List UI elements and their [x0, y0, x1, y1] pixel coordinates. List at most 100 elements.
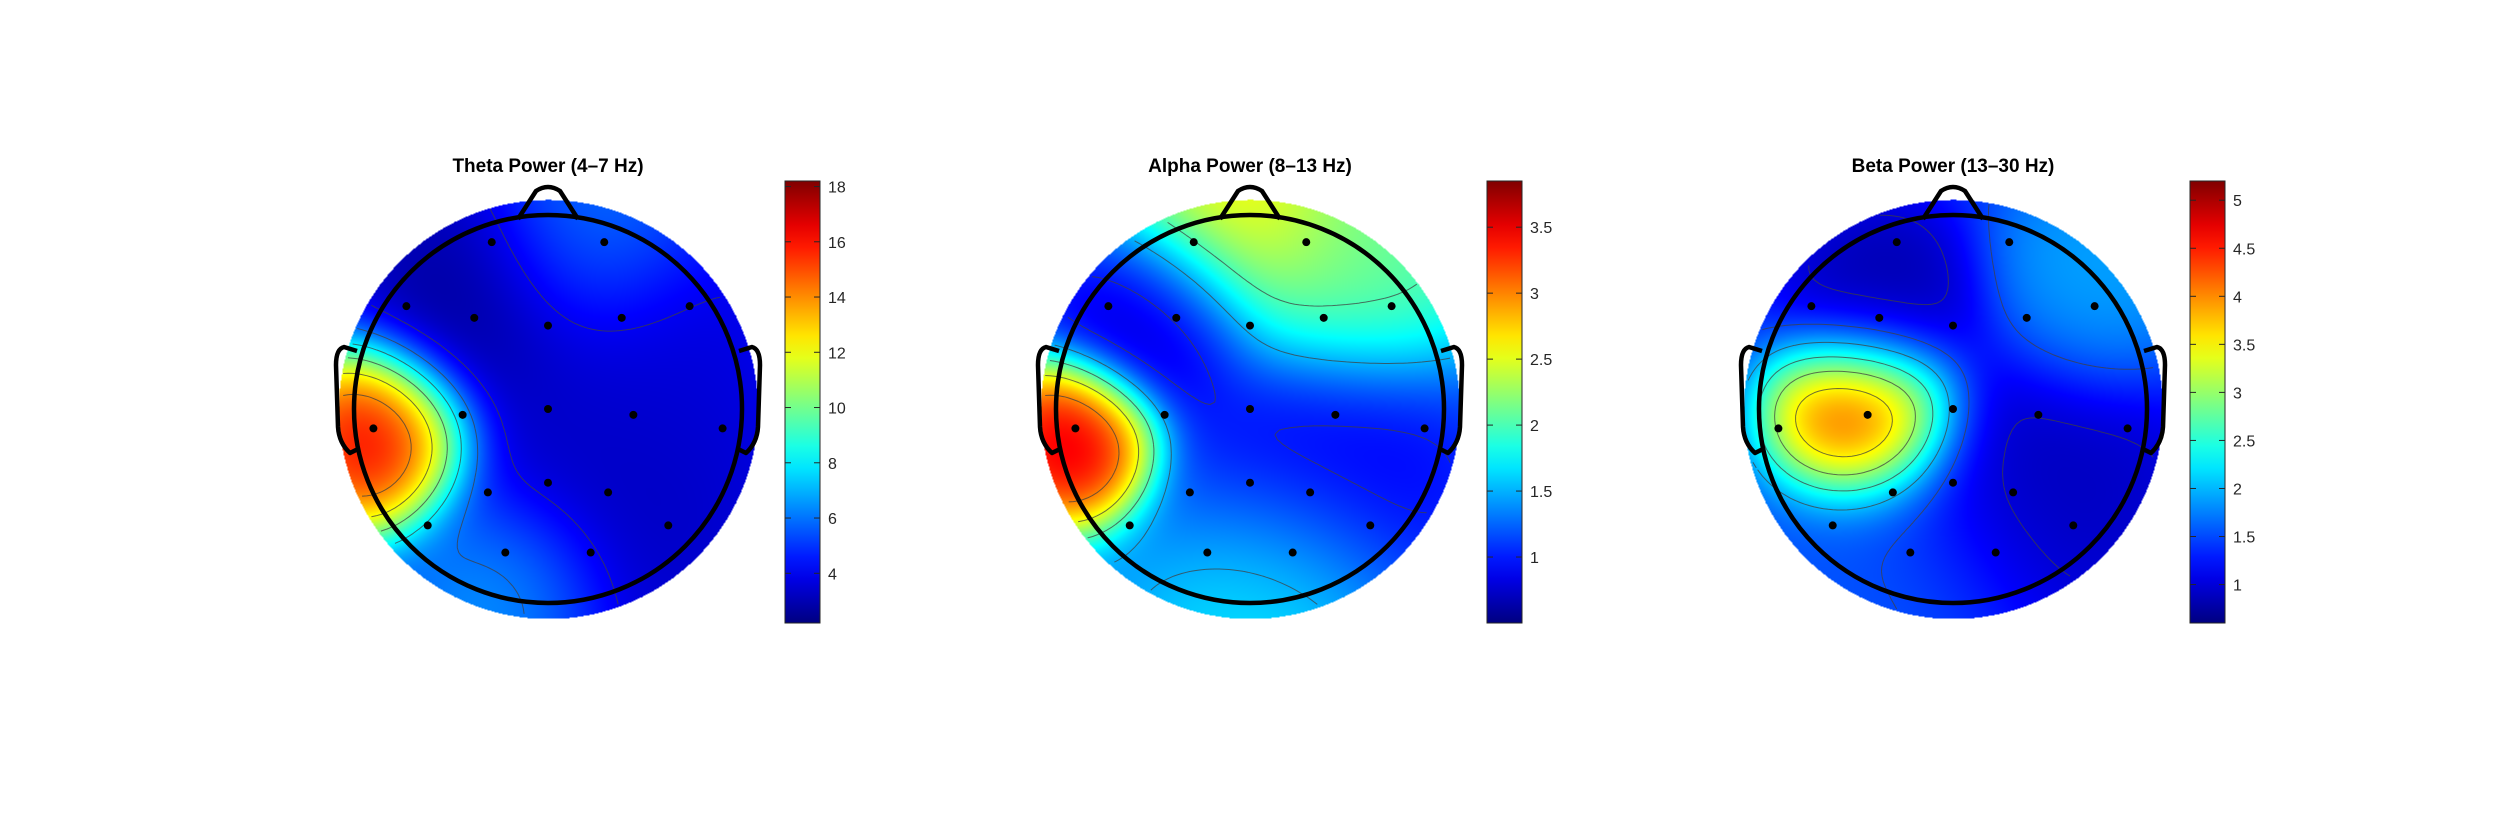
colorbar-gradient — [785, 181, 820, 623]
colorbar-frame — [1486, 180, 1523, 624]
contour-line — [343, 393, 412, 497]
electrode-marker — [604, 488, 613, 497]
electrode-marker — [1246, 405, 1254, 413]
colorbar-tick-label: 2.5 — [2233, 433, 2255, 450]
colorbar-tick-label: 2.5 — [1530, 352, 1552, 369]
panel-title: Alpha Power (8–13 Hz) — [1148, 156, 1352, 177]
electrode-marker — [2034, 410, 2043, 419]
electrode-marker — [470, 313, 479, 322]
right-ear-outline — [736, 344, 763, 456]
colorbar-frame — [2189, 180, 2226, 624]
colorbar-tick-label: 10 — [828, 401, 846, 418]
electrode-marker — [617, 313, 626, 322]
colorbar-tick-label: 1.5 — [2233, 530, 2255, 547]
electrode-marker — [544, 478, 552, 487]
electrode-marker — [2123, 424, 2132, 433]
head-outline — [1053, 212, 1447, 606]
scalp-map — [1035, 184, 1465, 619]
colorbar-tick-label: 3.5 — [2233, 337, 2255, 354]
colorbar-tick-label: 4 — [828, 566, 837, 583]
contour-line — [1049, 221, 1418, 539]
electrode-marker — [1306, 488, 1315, 497]
electrode-marker — [586, 548, 595, 557]
colorbar-tick-label: 4.5 — [2233, 241, 2255, 258]
electrode-marker — [1366, 521, 1375, 530]
nose-outline — [1218, 184, 1282, 221]
topoplot-panel-beta: Beta Power (13–30 Hz) 1 1.5 2 2.5 3 3.5 4 4.5 5 — [1738, 156, 2255, 624]
electrode-marker — [423, 521, 432, 530]
electrode-marker — [501, 548, 510, 557]
colorbar-tick-label: 1 — [2233, 578, 2242, 595]
panel-title: Beta Power (13–30 Hz) — [1852, 156, 2055, 177]
right-ear-outline — [1438, 344, 1465, 456]
electrode-marker — [1185, 488, 1194, 497]
colorbar-tick-label: 12 — [828, 345, 846, 362]
panel-title: Theta Power (4–7 Hz) — [452, 156, 643, 177]
electrode-marker — [1420, 424, 1429, 433]
electrode-marker — [600, 238, 609, 247]
head-outline — [351, 212, 745, 606]
electrode-marker — [1949, 478, 1957, 487]
colorbar-tick-label: 2 — [2233, 481, 2242, 498]
right-ear-outline — [2141, 344, 2168, 456]
colorbar: 1 1.5 2 2.5 3 3.5 4 4.5 5 — [2189, 180, 2255, 624]
contour-line — [1774, 370, 1916, 476]
electrode-marker — [1104, 302, 1113, 311]
colorbar-frame — [784, 180, 821, 624]
electrode-marker — [1203, 548, 1212, 557]
colorbar-tick-label: 16 — [828, 235, 846, 252]
left-ear-outline — [1035, 344, 1062, 456]
electrode-marker — [1387, 302, 1396, 311]
electrode-marker — [1807, 302, 1816, 311]
colorbar-tick-label: 3 — [1530, 286, 1539, 303]
contour-line — [1067, 276, 1451, 514]
electrode-marker — [1288, 548, 1297, 557]
colorbar-tick-label: 6 — [828, 511, 837, 528]
head-outline — [1756, 212, 2150, 606]
electrode-marker — [544, 321, 552, 330]
colorbar-tick-label: 1 — [1530, 550, 1539, 567]
electrode-marker — [1892, 238, 1901, 247]
electrode-marker — [2005, 238, 2014, 247]
electrode-marker — [1863, 410, 1872, 419]
electrode-marker — [1246, 321, 1254, 330]
left-ear-outline — [333, 344, 360, 456]
colorbar-gradient — [1487, 181, 1522, 623]
electrode-marker — [1160, 410, 1169, 419]
colorbar-tick-label: 4 — [2233, 289, 2242, 306]
electrode-marker — [1888, 488, 1897, 497]
colorbar-tick-label: 3.5 — [1530, 220, 1552, 237]
nose-outline — [1921, 184, 1985, 221]
electrode-marker — [664, 521, 673, 530]
electrode-marker — [1172, 313, 1181, 322]
scalp-map — [333, 184, 763, 619]
left-ear-outline — [1738, 344, 1765, 456]
electrode-marker — [369, 424, 378, 433]
colorbar-tick-label: 8 — [828, 456, 837, 473]
electrode-marker — [1828, 521, 1837, 530]
contour-line — [352, 343, 462, 544]
electrode-marker — [483, 488, 492, 497]
topoplot-panel-theta: Theta Power (4–7 Hz) 4 6 8 10 12 14 16 18 — [333, 156, 846, 624]
contour-line — [1762, 204, 2154, 610]
colorbar-tick-label: 3 — [2233, 385, 2242, 402]
contour-line — [1045, 375, 1140, 523]
scalp-map — [1738, 184, 2168, 619]
electrode-marker — [718, 424, 727, 433]
electrode-marker — [402, 302, 411, 311]
colorbar-tick-label: 14 — [828, 290, 846, 307]
colorbar-gradient — [2190, 181, 2225, 623]
colorbar: 4 6 8 10 12 14 16 18 — [784, 180, 846, 624]
electrode-marker — [1189, 238, 1198, 247]
electrode-marker — [1906, 548, 1915, 557]
electrode-marker — [1331, 410, 1340, 419]
electrode-marker — [544, 405, 552, 413]
nose-outline — [516, 184, 580, 221]
electrode-marker — [629, 410, 638, 419]
electrode-marker — [1875, 313, 1884, 322]
electrode-marker — [1071, 424, 1080, 433]
contour-line — [1054, 240, 1451, 605]
contour-line — [371, 208, 721, 605]
electrode-marker — [1991, 548, 2000, 557]
